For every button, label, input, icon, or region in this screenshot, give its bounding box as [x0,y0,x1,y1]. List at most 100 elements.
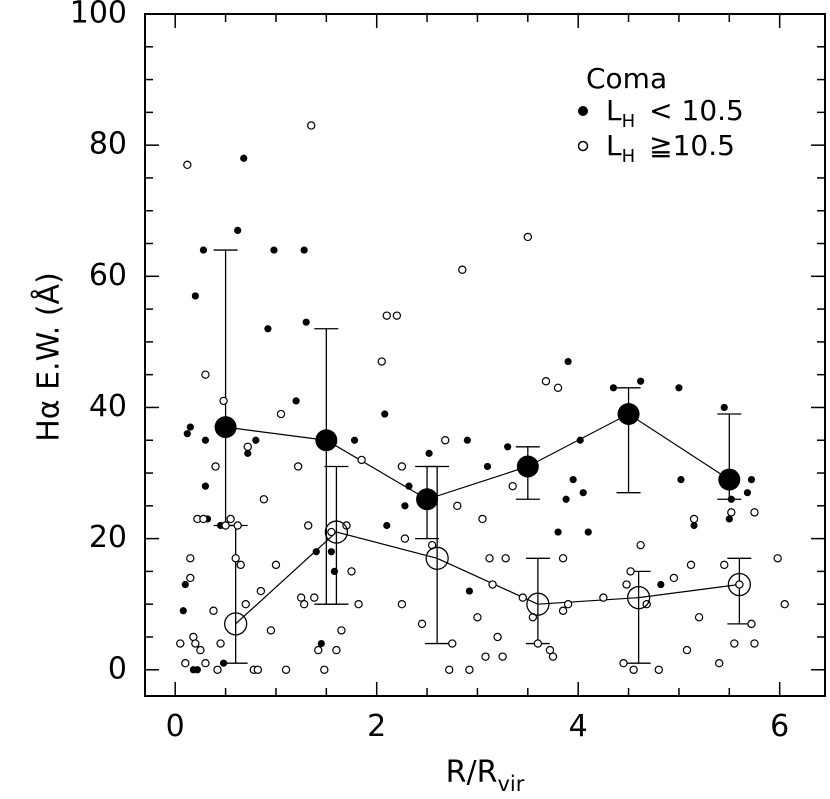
legend-entry-open-base: L [606,129,622,162]
legend-entry-filled-base: L [606,94,622,127]
high-lum-point [441,436,450,445]
high-lum-point [533,639,543,648]
high-lum-point [186,554,195,563]
low-lum-point [201,482,210,490]
high-lum-trend-line [235,531,740,625]
low-lum-point [199,246,208,254]
high-lum-bin-point [526,592,550,616]
x-axis-title-sub: vir [497,772,524,796]
high-lum-point [307,121,316,130]
high-lum-point [654,665,663,674]
low-lum-point [300,246,308,254]
high-lum-point [622,580,631,589]
high-lum-point [299,599,309,609]
low-lum-bin-point [416,488,439,511]
high-lum-point [465,665,474,674]
y-tick-label: 20 [89,520,127,555]
high-lum-point [417,619,427,629]
high-lum-point [209,606,218,615]
high-lum-point [563,599,573,609]
low-lum-point [317,639,325,648]
high-lum-point [481,652,490,661]
high-lum-point [256,586,266,596]
low-lum-point [350,436,359,444]
low-lum-point [727,495,735,503]
high-lum-point [231,554,240,563]
low-lum-bin-point [214,416,237,439]
high-lum-point [599,593,608,602]
legend-entry-open-sub: H [622,146,636,167]
high-lum-point [498,652,507,661]
high-lum-point [176,639,185,648]
high-lum-point [183,160,192,170]
high-lum-point [233,521,242,530]
y-tick-label: 60 [89,258,127,293]
high-lum-point [400,534,410,543]
high-lum-point [296,593,306,602]
high-lum-point [626,567,635,576]
high-lum-point [448,639,457,648]
low-lum-point [292,397,300,405]
low-lum-point [725,515,733,523]
low-lum-point [270,246,278,254]
high-lum-bin-point [224,612,248,636]
high-lum-point [545,645,555,655]
high-lum-point [473,613,482,622]
low-lum-point [201,436,210,444]
x-tick-label: 6 [770,709,789,744]
high-lum-point [478,514,487,524]
low-lum-point [244,449,252,457]
low-lum-point [193,666,201,674]
high-lum-point [186,573,195,583]
high-lum-bin-point [626,585,651,610]
low-lum-point [564,357,572,366]
high-lum-point [347,567,356,576]
high-lum-point [727,508,736,517]
high-lum-bin-point [324,520,349,544]
high-lum-point [320,665,329,674]
high-lum-point [715,659,724,668]
low-lum-point [312,548,320,556]
low-lum-bin-point [718,468,741,491]
high-lum-point [747,619,756,629]
high-lum-point [730,639,739,648]
y-tick-label: 100 [70,0,127,31]
high-lum-point [199,514,208,524]
legend-entry-open-rest: ≧10.5 [649,129,735,162]
high-lum-point [181,659,190,668]
high-lum-point [243,442,252,452]
low-lum-bin-point [315,429,338,452]
error-bars [213,249,752,664]
low-lum-point [720,403,728,412]
high-lum-point [327,527,336,537]
high-lum-point [453,501,462,511]
x-tick-label: 4 [569,709,588,744]
legend-entry-open: LH ≧10.5 [606,129,735,167]
x-tick-label: 0 [166,709,185,744]
high-lum-point [686,560,696,570]
low-lum-point [381,410,389,418]
high-lum-point [488,580,497,589]
low-lum-point [657,580,665,589]
plot-frame [144,13,826,697]
low-lum-point [609,384,618,392]
low-lum-point [463,436,471,444]
high-lum-point [750,508,759,517]
binned-lines [225,413,740,625]
high-lum-point [191,639,200,648]
x-axis-title: R/Rvir [446,755,525,796]
binned-points [214,403,752,636]
high-lum-point [780,599,789,609]
low-lum-point [240,154,248,162]
y-tick-label: 80 [89,127,127,162]
high-lum-point [201,659,210,668]
x-tick-label: 2 [367,709,386,744]
low-lum-point [330,567,338,576]
y-tick-label: 0 [108,651,127,686]
high-lum-point [357,455,366,465]
legend: Coma LH < 10.5 LH ≧10.5 [577,62,744,167]
low-lum-point [637,377,645,385]
low-lum-bin-point [516,455,539,478]
